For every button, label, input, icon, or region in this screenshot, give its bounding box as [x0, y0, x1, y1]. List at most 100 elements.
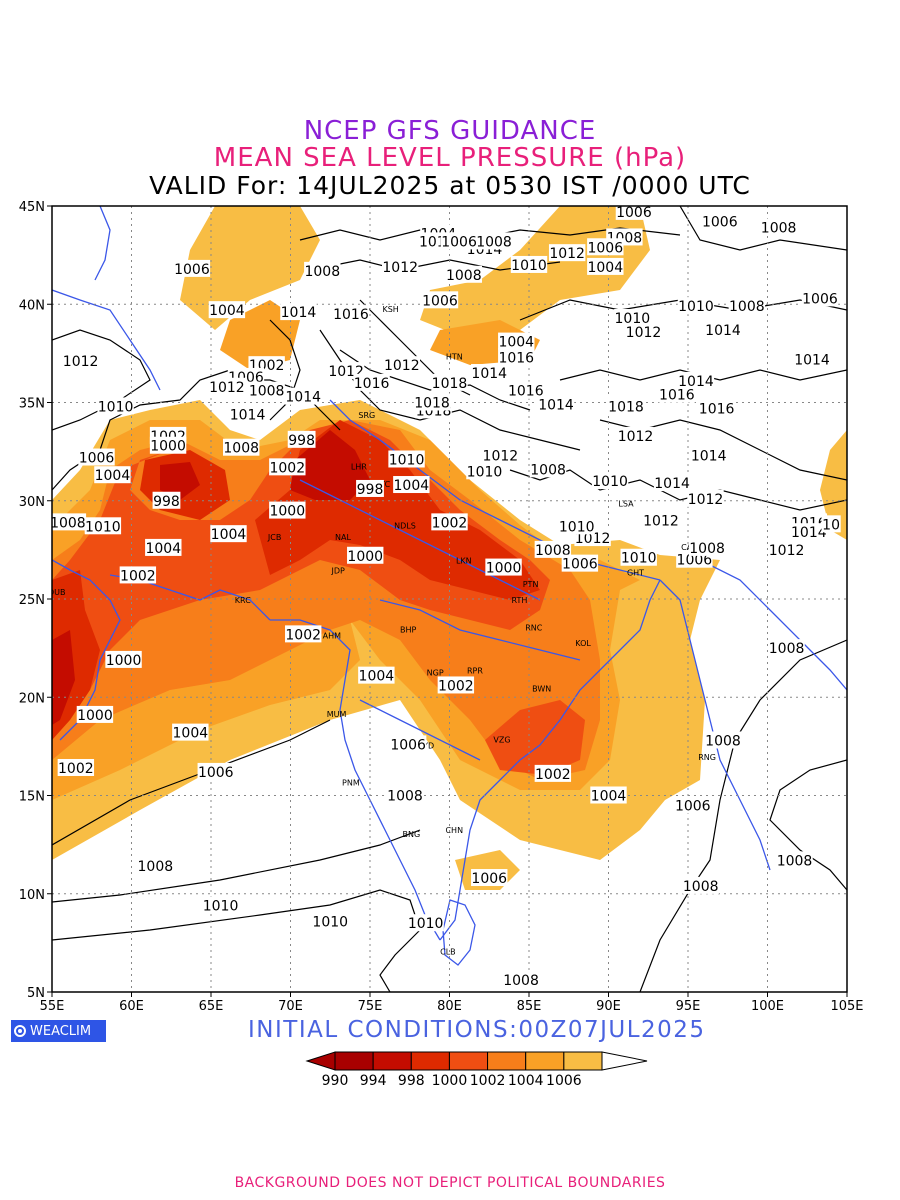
- isobar-label-box: [386, 786, 424, 804]
- logo-text: WEACLIM: [30, 1023, 92, 1039]
- colorbar-labels: 990 994 998 1000 1002 1004 1006: [322, 1073, 582, 1089]
- isobar-label: 998: [153, 494, 180, 510]
- lat-tick-label: 25N: [19, 593, 45, 608]
- isobar-label: 1010: [98, 399, 134, 415]
- isobar-label: 1016: [699, 401, 735, 417]
- isobar-label: 1004: [145, 541, 181, 557]
- lon-tick-label: 100E: [751, 999, 784, 1014]
- isobar-label-box: [208, 301, 246, 319]
- isobar-label: 1018: [608, 399, 644, 415]
- isobar-label: 1010: [678, 299, 714, 315]
- isobar-label-box: [558, 517, 595, 535]
- isobar-label-box: [607, 397, 645, 415]
- city-label: DUB: [48, 588, 66, 597]
- isobar-label: 1016: [498, 350, 534, 366]
- isobar-label-box: [105, 650, 142, 668]
- isobar-label-box: [208, 377, 246, 395]
- isobar-label: 1012: [483, 449, 519, 465]
- city-label: MUM: [327, 710, 347, 719]
- isobar-label-box: [653, 474, 691, 492]
- colorbar: 990 994 998 1000 1002 1004 1006: [305, 1051, 648, 1089]
- isobar-label: 1012: [63, 354, 99, 370]
- isobar-label-box: [587, 238, 624, 256]
- isobar-label-box: [389, 735, 427, 753]
- isobar-label: 1000: [106, 653, 142, 669]
- isobar-label: 1010: [408, 916, 444, 932]
- isobar-label: 1004: [394, 478, 430, 494]
- isobar-label-box: [658, 385, 696, 403]
- isobar-label: 1010: [85, 519, 121, 535]
- isobar-label: 1006: [471, 871, 507, 887]
- lon-tick-label: 80E: [437, 999, 462, 1014]
- isobar-labels: 1006100410121010100610041008101010021000…: [50, 206, 841, 989]
- city-label: NAL: [335, 533, 351, 542]
- city-label: LSA: [618, 500, 634, 509]
- isobar-label-box: [57, 758, 95, 776]
- lon-tick-label: 85E: [517, 999, 542, 1014]
- lon-tick-label: 95E: [676, 999, 701, 1014]
- isobar-label: 1008: [50, 515, 86, 531]
- isobar-label: 1008: [729, 299, 765, 315]
- lat-tick-label: 5N: [27, 986, 45, 1001]
- isobar-label-box: [76, 705, 114, 723]
- isobar-label: 1010: [312, 914, 348, 930]
- isobar-label: 1016: [354, 376, 390, 392]
- isobar-label-box: [84, 517, 122, 535]
- isobar-label-box: [617, 426, 654, 444]
- isobar-label: 1008: [223, 441, 259, 457]
- isobar-label: 1012: [626, 325, 662, 341]
- isobar-label-box: [152, 491, 181, 509]
- isobar-label-box: [790, 523, 828, 541]
- isobar-label: 1008: [705, 733, 741, 749]
- colorbar-boxes: [334, 1051, 603, 1071]
- city-label: KRC: [235, 596, 251, 605]
- isobar-label: 1012: [384, 358, 420, 374]
- isobar-label-box: [62, 352, 99, 370]
- isobar-label: 1008: [476, 234, 512, 250]
- isobar-label-box: [677, 297, 715, 315]
- isobar-label-box: [248, 381, 285, 399]
- footer-disclaimer: BACKGROUND DOES NOT DEPICT POLITICAL BOU…: [234, 1175, 666, 1191]
- isobar-label: 1006: [441, 234, 477, 250]
- isobar-label: 1004: [95, 468, 131, 484]
- city-label: KSH: [382, 305, 398, 314]
- isobar-label-box: [698, 399, 735, 417]
- isobar-label-box: [94, 466, 131, 484]
- colorbar-label: 990: [322, 1073, 349, 1089]
- isobar-label-box: [682, 876, 719, 894]
- isobar-label: 1000: [347, 549, 383, 565]
- isobar-label-box: [312, 912, 349, 930]
- isobar-label-box: [353, 373, 390, 391]
- isobar-label: 1010: [592, 474, 628, 490]
- lon-tick-label: 90E: [596, 999, 621, 1014]
- isobar-label: 1012: [549, 246, 585, 262]
- isobar-label: 1014: [281, 305, 317, 321]
- isobar-label-box: [587, 257, 624, 275]
- isobar-label-box: [78, 448, 115, 466]
- colorbar-box: [372, 1051, 412, 1071]
- isobar-label: 1012: [769, 543, 805, 559]
- shade-994-gulf: [52, 630, 75, 725]
- isobar-label-box: [561, 554, 599, 572]
- city-label: JCB: [267, 533, 281, 542]
- isobar-label: 1004: [591, 789, 627, 805]
- isobar-label: 1008: [503, 973, 539, 989]
- city-label: RNC: [525, 623, 543, 632]
- isobar-label: 1016: [333, 307, 369, 323]
- isobar-label-box: [674, 796, 711, 814]
- isobar-label: 1014: [654, 476, 690, 492]
- isobar-label-box: [534, 764, 572, 782]
- isobar-label: 1012: [618, 429, 654, 445]
- isobar-label-box: [614, 309, 651, 327]
- isobar-label: 1002: [120, 568, 156, 584]
- isobar-label: 1010: [467, 464, 503, 480]
- isobar-label: 1000: [486, 561, 522, 577]
- lon-tick-label: 55E: [40, 999, 65, 1014]
- lon-tick-label: 70E: [278, 999, 303, 1014]
- isobar-label: 1002: [535, 767, 571, 783]
- isobar-label: 1006: [390, 737, 426, 753]
- isobar-label-box: [393, 476, 430, 494]
- isobar-label: 1012: [688, 492, 724, 508]
- isobar-label-box: [285, 387, 322, 405]
